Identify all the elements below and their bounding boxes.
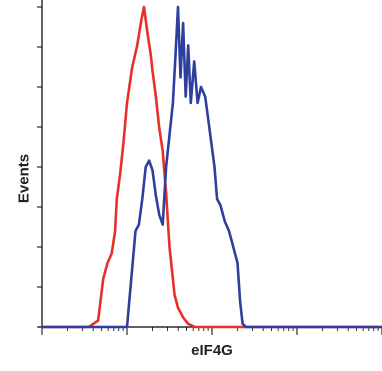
x-axis-label: eIF4G: [191, 342, 233, 359]
y-axis-label: Events: [15, 153, 33, 204]
series-line-1: [40, 5, 382, 329]
y-axis-ticks: [37, 6, 42, 328]
chart-series: [40, 5, 382, 329]
series-line-2: [40, 5, 382, 329]
chart-axes: [38, 0, 382, 328]
